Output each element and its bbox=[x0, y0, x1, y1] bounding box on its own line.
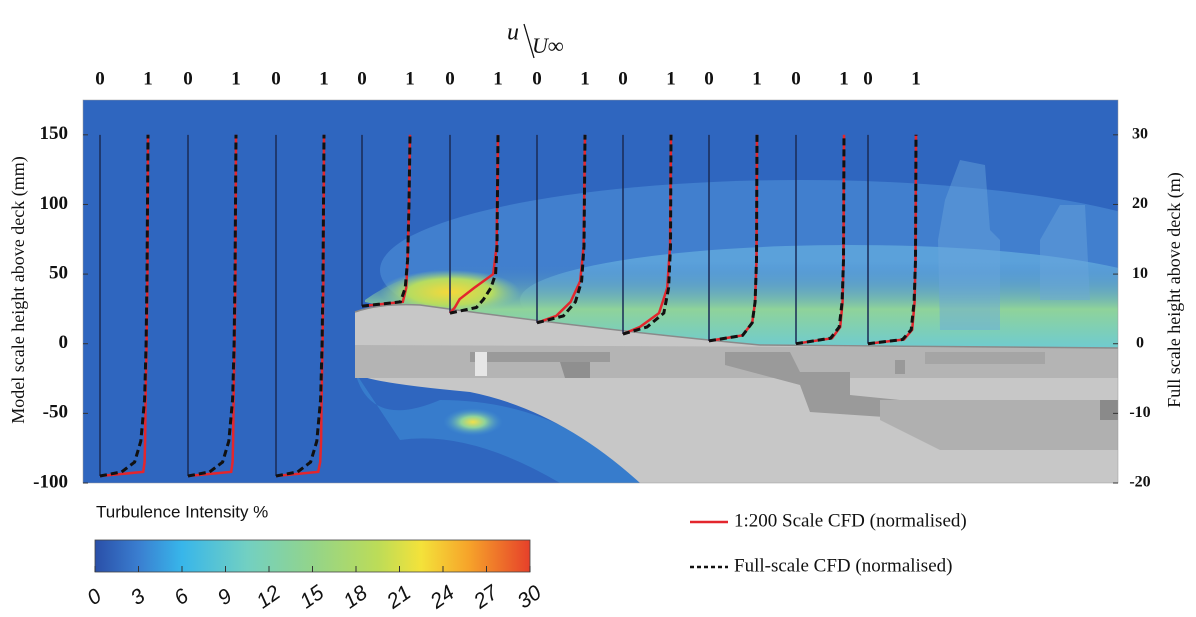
x-tick-label: 0 bbox=[863, 68, 873, 89]
colorbar-tick-label: 9 bbox=[214, 584, 237, 610]
colorbar-label: Turbulence Intensity % bbox=[96, 502, 268, 521]
colorbar-tick-label: 30 bbox=[513, 581, 546, 613]
x-tick-label: 0 bbox=[445, 68, 455, 89]
x-tick-label: 1 bbox=[839, 68, 849, 89]
y-tick-label: -100 bbox=[33, 471, 68, 492]
title-denominator: U∞ bbox=[532, 33, 564, 58]
x-tick-label: 1 bbox=[319, 68, 329, 89]
colorbar-tick-label: 24 bbox=[425, 581, 458, 614]
colorbar-tick-label: 18 bbox=[339, 581, 372, 613]
legend-label: Full-scale CFD (normalised) bbox=[734, 555, 952, 576]
figure: u U∞ Model scale height above deck (mm) … bbox=[0, 0, 1196, 617]
chart-title: u U∞ bbox=[507, 20, 564, 59]
y-tick-label: -50 bbox=[43, 402, 68, 423]
y-tick-label: 100 bbox=[40, 193, 69, 214]
colorbar-tick-label: 3 bbox=[127, 584, 150, 610]
x-tick-label: 1 bbox=[752, 68, 762, 89]
y-tick-label: 0 bbox=[59, 332, 69, 353]
x-tick-label: 0 bbox=[532, 68, 542, 89]
x-tick-label: 1 bbox=[493, 68, 503, 89]
x-tick-label: 0 bbox=[183, 68, 193, 89]
x-tick-label: 0 bbox=[618, 68, 628, 89]
x-tick-label: 1 bbox=[405, 68, 415, 89]
y2-tick-label: 30 bbox=[1132, 125, 1148, 142]
x-tick-label: 0 bbox=[271, 68, 281, 89]
x-tick-label: 0 bbox=[357, 68, 367, 89]
x-tick-label: 0 bbox=[704, 68, 714, 89]
x-tick-label: 1 bbox=[911, 68, 921, 89]
x-tick-label: 1 bbox=[143, 68, 153, 89]
x-tick-label: 1 bbox=[666, 68, 676, 89]
y-tick-label: 150 bbox=[40, 123, 69, 144]
x-tick-label: 0 bbox=[791, 68, 801, 89]
x-tick-label: 1 bbox=[231, 68, 241, 89]
colorbar-tick-label: 12 bbox=[252, 581, 285, 613]
y2-tick-label: -10 bbox=[1129, 404, 1150, 421]
y-axis-label: Model scale height above deck (mm) bbox=[8, 156, 29, 423]
contour-background bbox=[83, 100, 1196, 483]
y2-tick-label: 10 bbox=[1132, 265, 1148, 282]
title-numerator: u bbox=[507, 20, 519, 46]
legend-label: 1:200 Scale CFD (normalised) bbox=[734, 510, 967, 531]
colorbar-tick-label: 15 bbox=[296, 581, 329, 613]
y2-tick-label: -20 bbox=[1129, 474, 1150, 491]
colorbar-tick-label: 6 bbox=[170, 584, 193, 610]
y2-tick-label: 20 bbox=[1132, 195, 1148, 212]
x-tick-label: 1 bbox=[580, 68, 590, 89]
y2-tick-label: 0 bbox=[1136, 334, 1144, 351]
colorbar-tick-label: 21 bbox=[382, 581, 415, 614]
colorbar-tick-label: 27 bbox=[469, 580, 503, 614]
colorbar-tick-label: 0 bbox=[83, 584, 106, 610]
y2-axis-label: Full scale height above deck (m) bbox=[1164, 172, 1185, 407]
y-tick-label: 50 bbox=[49, 262, 68, 283]
x-tick-label: 0 bbox=[95, 68, 105, 89]
